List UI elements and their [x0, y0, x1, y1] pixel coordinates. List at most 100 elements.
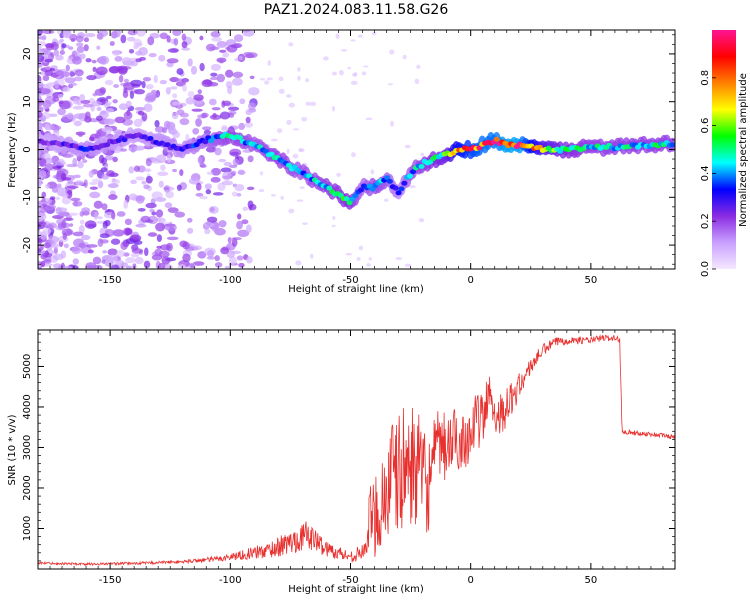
spectrogram-noise-cell — [230, 250, 241, 255]
spectrogram-noise-cell — [75, 35, 84, 43]
spectrogram-noise-cell — [104, 258, 114, 267]
spectrogram-noise-cell — [91, 178, 102, 183]
spectrogram-noise-cell — [322, 56, 329, 61]
spectrogram-noise-cell — [414, 78, 420, 85]
spectrogram-noise-cell — [420, 152, 425, 157]
spectrogram-ridge-cell — [401, 180, 408, 186]
spectrogram-noise-cell — [153, 74, 158, 83]
spectrogram-noise-cell — [134, 106, 146, 111]
spectrogram-noise-cell — [158, 180, 164, 188]
spectrogram-noise-cell — [224, 265, 230, 269]
spectrogram-noise-cell — [199, 195, 208, 200]
spectrogram-noise-cell — [70, 197, 81, 202]
spectrogram-noise-cell — [111, 211, 116, 220]
spectrogram-noise-cell — [238, 262, 245, 268]
spectrogram-noise-cell — [43, 242, 52, 249]
spectrogram-ridge-cell — [285, 162, 292, 168]
spectrogram-noise-cell — [114, 56, 123, 62]
spectrogram-noise-cell — [404, 144, 411, 149]
spectrogram-noise-cell — [181, 78, 190, 83]
spectrogram-noise-cell — [223, 161, 232, 167]
spectrogram-noise-cell — [92, 66, 97, 73]
spectrogram-ridge-cell — [369, 186, 376, 192]
spectrogram-noise-cell — [52, 253, 64, 261]
spectrogram-noise-cell — [239, 98, 246, 105]
snr-y-tick-label: 2000 — [22, 475, 33, 500]
spectrogram-noise-cell — [286, 148, 290, 154]
spectrogram-noise-cell — [249, 75, 255, 80]
spectrogram-noise-cell — [53, 49, 60, 57]
colorbar-label: Normalized spectral amplitude — [738, 73, 749, 227]
spectrogram-noise-cell — [288, 102, 296, 108]
spectrogram-noise-cell — [52, 96, 60, 102]
spectrogram-noise-cell — [57, 108, 66, 116]
spectrogram-noise-cell — [54, 80, 59, 89]
spectrogram-noise-cell — [168, 129, 179, 135]
spectrogram-noise-cell — [139, 56, 146, 61]
spectrogram-y-label: Frequency (Hz) — [7, 112, 18, 188]
spectrogram-noise-cell — [78, 132, 83, 138]
spectrogram-noise-cell — [104, 219, 111, 227]
spectrogram-noise-cell — [259, 171, 264, 176]
spectrogram-ridge-cell — [121, 137, 128, 143]
spectrogram-noise-cell — [248, 87, 260, 96]
spectrogram-noise-cell — [141, 80, 146, 89]
spectrogram-noise-cell — [100, 167, 108, 173]
colorbar-tick-label: 0.2 — [700, 213, 711, 229]
spectrogram-noise-cell — [197, 156, 203, 165]
spectrogram-noise-cell — [143, 184, 150, 190]
spectrogram-noise-cell — [248, 203, 257, 211]
spectrogram-noise-cell — [112, 99, 118, 104]
spectrogram-noise-cell — [81, 207, 91, 214]
spectrogram-noise-cell — [286, 119, 292, 125]
spectrogram-noise-cell — [236, 193, 242, 197]
spectrogram-noise-cell — [72, 231, 84, 237]
spectrogram-noise-cell — [123, 227, 133, 236]
snr-x-label: Height of straight line (km) — [288, 584, 424, 595]
spectrogram-noise-cell — [205, 146, 217, 153]
spectrogram-noise-cell — [88, 181, 98, 185]
spectrogram-noise-cell — [61, 192, 69, 198]
spectrogram-noise-cell — [210, 63, 222, 71]
spectrogram-noise-cell — [211, 107, 221, 111]
spectrogram-noise-cell — [302, 222, 308, 226]
spectrogram-noise-cell — [88, 170, 94, 178]
spectrogram-noise-cell — [40, 260, 46, 268]
snr-line-layer — [38, 334, 675, 567]
spectrogram-noise-cell — [228, 256, 237, 265]
spectrogram-noise-cell — [49, 67, 55, 72]
spectrogram-noise-cell — [350, 80, 358, 85]
spectrogram-noise-cell — [145, 219, 154, 223]
snr-x-tick-label: -50 — [342, 575, 358, 586]
spectrogram-noise-cell — [114, 116, 126, 124]
spectrogram-noise-cell — [83, 44, 89, 52]
spectrogram-noise-cell — [42, 227, 52, 235]
spectrogram-noise-cell — [74, 174, 81, 179]
spectrogram-noise-cell — [124, 218, 132, 226]
spectrogram-noise-cell — [232, 158, 239, 166]
snr-y-tick-label: 1000 — [22, 516, 33, 541]
spectrogram-noise-cell — [44, 58, 53, 63]
spectrogram-noise-cell — [218, 220, 227, 228]
spectrogram-x-tick-label: -100 — [219, 275, 242, 286]
spectrogram-noise-cell — [214, 147, 222, 156]
spectrogram-noise-cell — [49, 196, 56, 200]
spectrogram-noise-cell — [310, 101, 317, 107]
spectrogram-noise-cell — [222, 100, 232, 106]
spectrogram-noise-cell — [185, 133, 190, 142]
colorbar-tick-label: 0.8 — [700, 70, 711, 86]
spectrogram-noise-cell — [144, 168, 152, 173]
spectrogram-noise-cell — [389, 49, 395, 55]
spectrogram-noise-cell — [345, 252, 353, 256]
spectrogram-noise-cell — [41, 34, 47, 41]
spectrogram-noise-cell — [62, 87, 71, 93]
spectrogram-noise-cell — [210, 72, 218, 77]
spectrogram-noise-cell — [204, 228, 211, 235]
spectrogram-noise-cell — [176, 184, 182, 191]
spectrogram-x-ticks: -150 -100 -50 0 50 — [49, 30, 676, 286]
spectrogram-noise-cell — [62, 31, 71, 39]
spectrogram-noise-cell — [266, 77, 274, 81]
spectrogram-noise-cell — [55, 196, 61, 201]
spectrogram-ridge-cell — [669, 142, 675, 148]
spectrogram-noise-cell — [101, 259, 106, 264]
